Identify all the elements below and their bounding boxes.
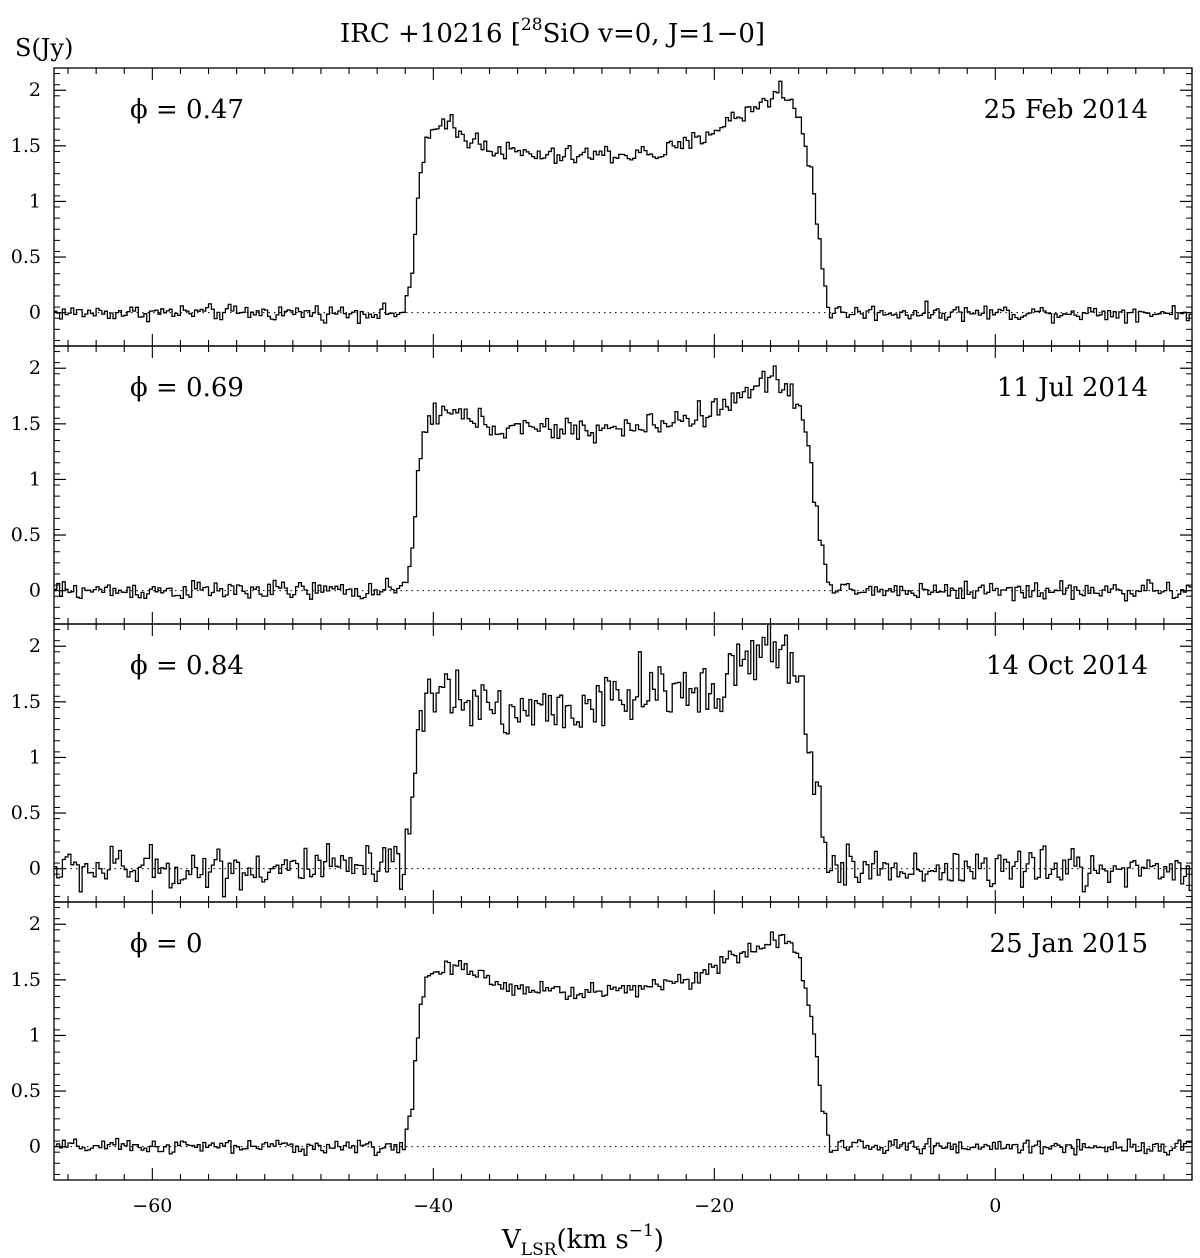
- chart-title: IRC +10216 [28SiO v=0, J=1−0]: [340, 15, 765, 49]
- spectrum-panel: 0 0.5 1 1.5 2 ϕ = 0 25 Jan 2015: [11, 901, 1193, 1181]
- phase-label: ϕ = 0.69: [130, 373, 244, 403]
- spectrum-line: [54, 623, 1192, 898]
- spectrum-panel: 0 0.5 1 1.5 2 ϕ = 0.47 25 Feb 2014: [11, 67, 1193, 347]
- x-tick-label: −60: [132, 1195, 172, 1217]
- y-tick-label: 1: [29, 190, 41, 212]
- title-main: IRC +10216 [: [340, 19, 521, 49]
- y-tick-label: 1: [29, 1024, 41, 1046]
- y-tick-label: 1.5: [11, 413, 41, 435]
- date-label: 14 Oct 2014: [986, 651, 1148, 681]
- title-superscript: 28: [521, 15, 543, 35]
- phase-label: ϕ = 0: [130, 929, 203, 959]
- y-axis-label: S(Jy): [15, 34, 73, 62]
- svg-text:IRC +10216 [28SiO v=0, J=1−0]: IRC +10216 [28SiO v=0, J=1−0]: [340, 15, 765, 49]
- spectrum-panel: 0 0.5 1 1.5 2 ϕ = 0.69 11 Jul 2014: [11, 345, 1193, 625]
- panels-group: 0 0.5 1 1.5 2 ϕ = 0.47 25 Feb 2014 0 0.5 1 1.5 2 ϕ =…: [11, 67, 1193, 1217]
- y-tick-label: 1: [29, 746, 41, 768]
- y-tick-label: 0.5: [11, 1080, 41, 1102]
- y-tick-label: 0: [29, 1136, 41, 1158]
- x-tick-label: −20: [694, 1195, 734, 1217]
- y-tick-label: 1.5: [11, 135, 41, 157]
- spectrum-line: [54, 365, 1192, 602]
- y-tick-label: 0: [29, 580, 41, 602]
- y-tick-label: 0.5: [11, 524, 41, 546]
- x-axis-label: VLSR(km s−1): [501, 1221, 664, 1258]
- y-tick-label: 0: [29, 858, 41, 880]
- date-label: 25 Jan 2015: [990, 929, 1148, 959]
- y-tick-label: 0: [29, 302, 41, 324]
- y-tick-label: 0.5: [11, 802, 41, 824]
- x-tick-label: −40: [413, 1195, 453, 1217]
- phase-label: ϕ = 0.84: [130, 651, 244, 681]
- spectrum-panel: 0 0.5 1 1.5 2 ϕ = 0.84 14 Oct 2014: [11, 623, 1193, 903]
- y-tick-label: 1: [29, 468, 41, 490]
- title-rest: SiO v=0, J=1−0]: [543, 19, 765, 49]
- spectrum-line: [54, 80, 1192, 324]
- y-tick-label: 2: [29, 357, 41, 379]
- y-tick-label: 2: [29, 79, 41, 101]
- y-tick-label: 1.5: [11, 691, 41, 713]
- y-tick-label: 2: [29, 635, 41, 657]
- y-tick-label: 0.5: [11, 246, 41, 268]
- y-tick-label: 2: [29, 913, 41, 935]
- x-tick-label: 0: [989, 1195, 1001, 1217]
- spectrum-line: [54, 931, 1192, 1157]
- date-label: 11 Jul 2014: [997, 373, 1148, 403]
- date-label: 25 Feb 2014: [984, 95, 1148, 125]
- y-tick-label: 1.5: [11, 969, 41, 991]
- phase-label: ϕ = 0.47: [130, 95, 244, 125]
